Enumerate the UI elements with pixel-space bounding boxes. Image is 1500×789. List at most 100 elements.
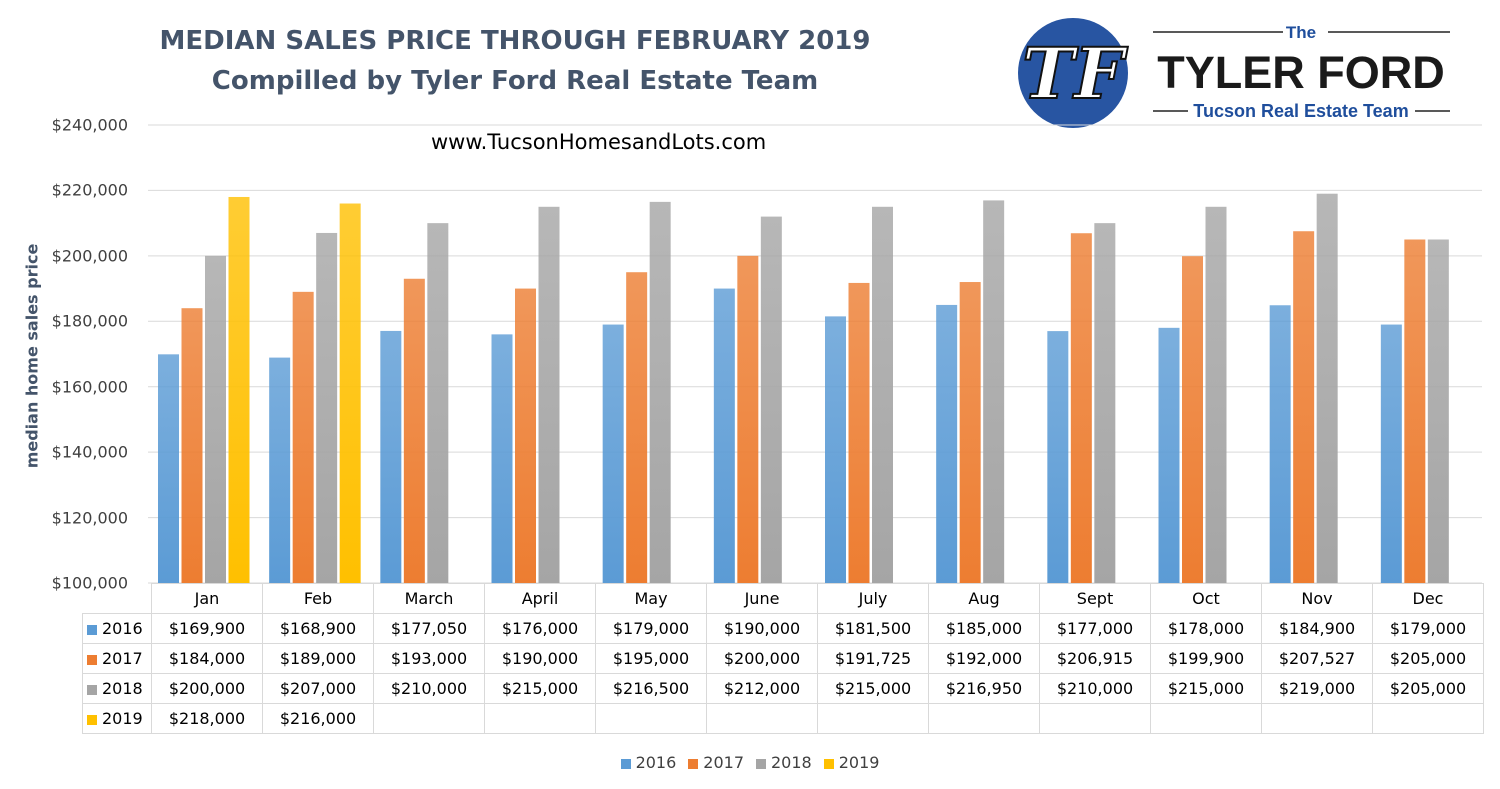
data-label: $190,000 [706,613,818,644]
legend-item-2018: 2018 [756,753,812,772]
bar-2016-feb [269,357,291,583]
bar-2018-dec [1427,239,1449,583]
chart-legend: 2016 2017 2018 2019 [0,753,1500,772]
bar-2016-july [825,316,846,583]
bar-2018-feb [316,232,338,583]
data-label: $216,000 [262,703,374,734]
logo-monogram: TF [1022,32,1128,115]
data-label [1372,703,1484,734]
data-label: $193,000 [373,643,485,674]
data-label [817,703,929,734]
tyler-ford-logo: TF The TYLER FORD Tucson Real Estate Tea… [1018,18,1450,128]
bar-2016-march [380,330,402,583]
y-tick-label: $200,000 [51,246,128,266]
category-label: March [373,583,485,614]
bar-2017-april [515,288,536,583]
data-label: $176,000 [484,613,596,644]
y-tick-label: $240,000 [51,115,128,135]
data-label: $205,000 [1372,643,1484,674]
category-label: Dec [1372,583,1484,614]
data-label: $216,500 [595,673,707,704]
data-label: $210,000 [1039,673,1151,704]
website-link[interactable]: www.TucsonHomesandLots.com [431,130,767,154]
data-label [1039,703,1151,734]
series-label: 2016 [82,613,152,644]
bar-2016-april [491,334,513,583]
series-swatch [87,624,97,635]
data-label: $189,000 [262,643,374,674]
data-table: Jan Feb March April May June July Aug Sept Oct Nov… [82,583,1484,734]
category-label: July [817,583,929,614]
logo-circle [1018,18,1128,128]
data-label: $185,000 [928,613,1040,644]
bar-2016-aug [936,304,958,583]
bar-2018-oct [1205,206,1227,584]
data-label [1261,703,1373,734]
category-label: Oct [1150,583,1262,614]
bar-2016-sept [1047,331,1069,583]
category-label: Jan [151,583,263,614]
bar-2019-feb [339,203,361,583]
data-label: $216,950 [928,673,1040,704]
data-label: $199,900 [1150,643,1262,674]
legend-swatch [756,758,766,769]
bar-2017-sept [1070,233,1092,583]
legend-swatch [823,758,834,769]
series-swatch [87,684,97,695]
bar-2018-april [538,206,560,584]
category-label: April [484,583,596,614]
table-row: 2017 $184,000 $189,000 $193,000 $190,000 $195… [82,643,1484,674]
data-label: $179,000 [595,613,707,644]
y-tick-label: $160,000 [51,377,128,397]
data-label: $195,000 [595,643,707,674]
data-label: $191,725 [817,643,929,674]
data-label: $181,500 [817,613,929,644]
data-label: $190,000 [484,643,596,674]
chart-subtitle: Compilled by Tyler Ford Real Estate Team [211,66,819,96]
data-label: $178,000 [1150,613,1262,644]
data-label: $219,000 [1261,673,1373,704]
data-label: $215,000 [817,673,929,704]
bar-2018-may [649,201,671,583]
bar-2017-aug [959,282,981,583]
bar-2018-july [872,206,893,584]
y-tick-label: $120,000 [51,508,128,528]
series-label: 2017 [82,643,152,674]
bar-chart [148,124,1482,584]
data-label: $218,000 [151,703,263,734]
y-tick-label: $140,000 [51,442,128,462]
data-label: $200,000 [706,643,818,674]
legend-swatch [688,758,699,769]
data-label: $207,000 [262,673,374,704]
bar-2017-may [626,272,648,583]
data-label [373,703,485,734]
bar-2017-oct [1182,256,1203,583]
table-row: 2018 $200,000 $207,000 $210,000 $215,000 $216… [82,673,1484,704]
category-label: Feb [262,583,374,614]
data-label: $177,000 [1039,613,1151,644]
data-label: $207,527 [1261,643,1373,674]
bar-2018-jan [205,255,226,583]
category-label: Nov [1261,583,1373,614]
table-row: 2016 $169,900 $168,900 $177,050 $176,000 $179… [82,613,1484,644]
logo-tagline: Tucson Real Estate Team [1193,101,1408,121]
bar-2017-jan [181,308,203,583]
legend-item-2016: 2016 [620,753,676,772]
bar-2016-oct [1158,327,1180,583]
data-label: $168,900 [262,613,374,644]
bar-2018-sept [1094,223,1116,583]
data-label: $192,000 [928,643,1040,674]
bar-2017-feb [292,291,314,583]
data-label: $206,915 [1039,643,1151,674]
category-label: May [595,583,707,614]
data-label: $184,900 [1261,613,1373,644]
data-label: $210,000 [373,673,485,704]
data-label: $215,000 [1150,673,1262,704]
bar-2017-march [403,278,425,583]
bar-2017-dec [1404,239,1426,583]
data-label [484,703,596,734]
legend-swatch [620,758,631,769]
bar-2016-jan [158,354,179,583]
table-row: 2019 $218,000 $216,000 [82,703,1484,734]
data-label [928,703,1040,734]
